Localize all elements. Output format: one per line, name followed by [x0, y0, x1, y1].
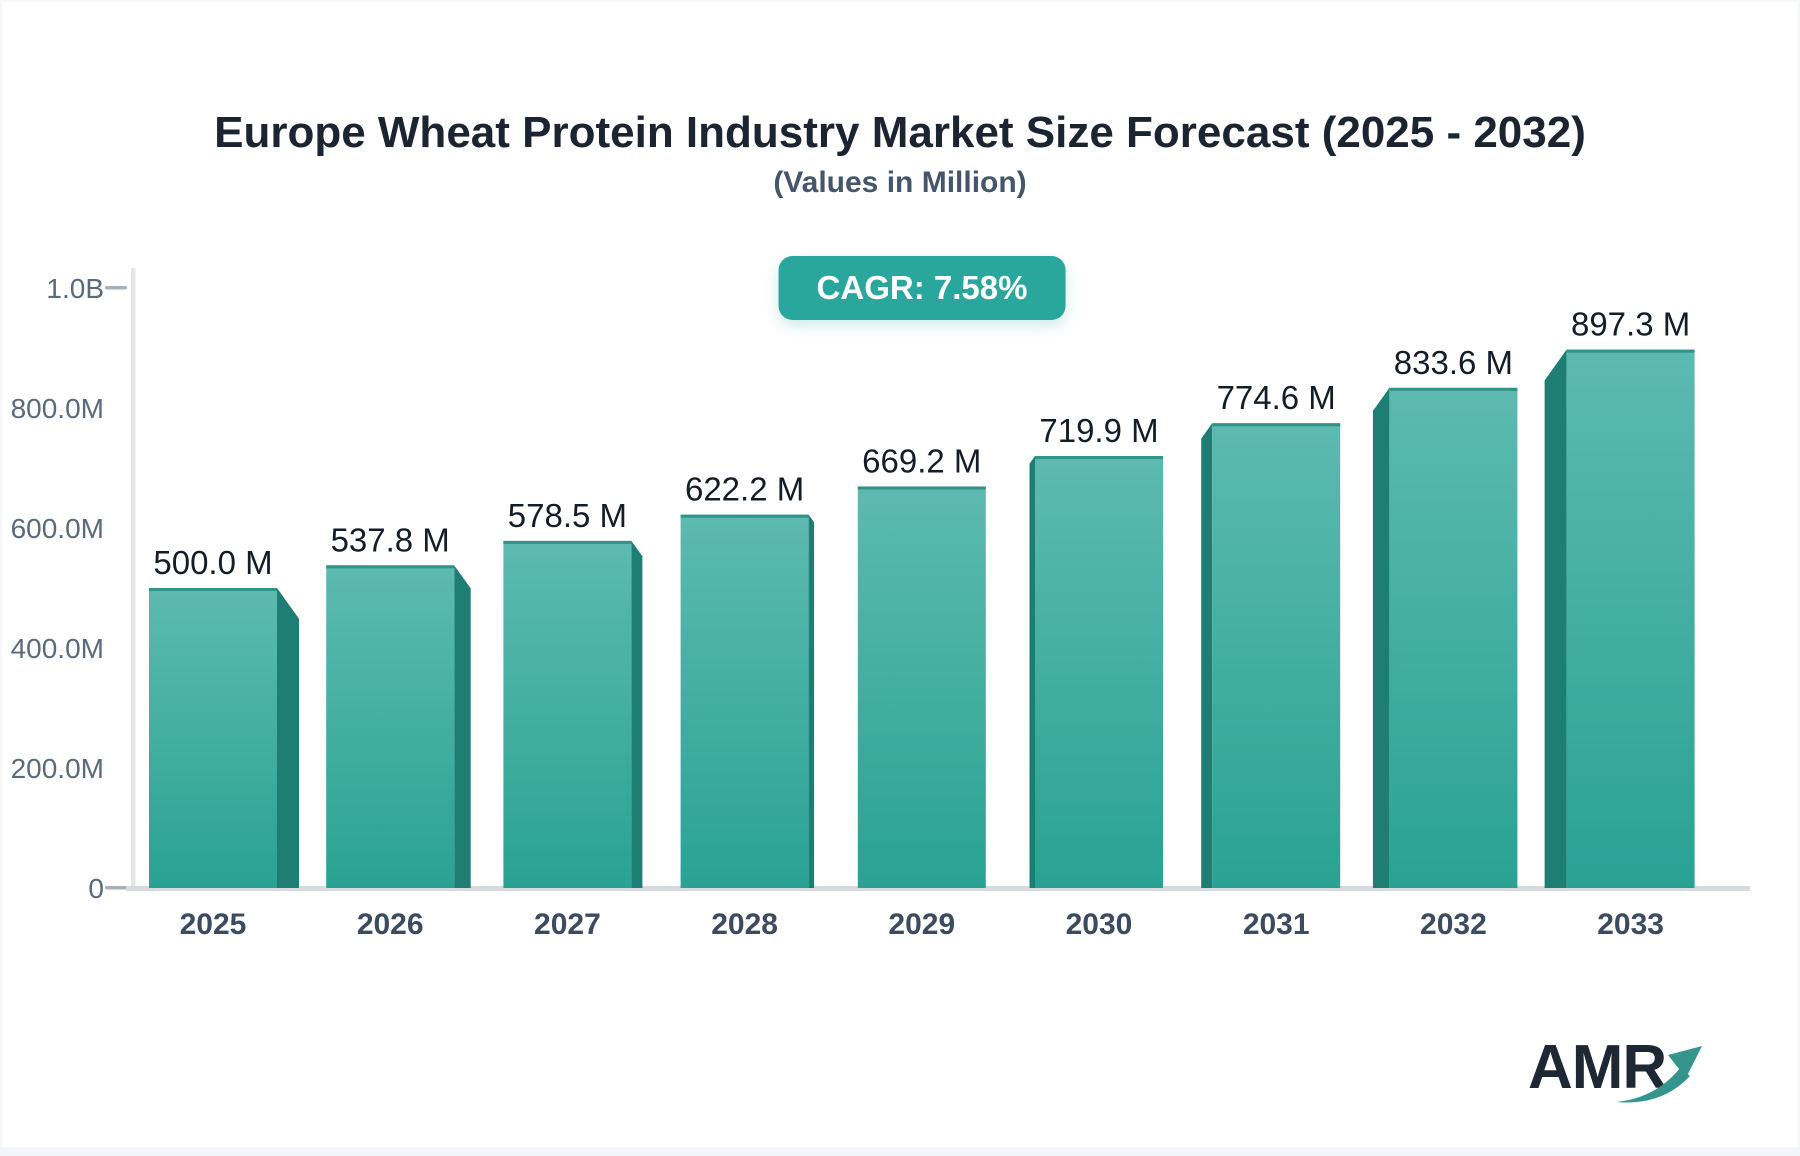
y-tick-mark [105, 886, 127, 890]
bar-group-2033: 897.3 M 2033 [1544, 306, 1695, 941]
bar-group-2028: 622.2 M 2028 [680, 471, 815, 941]
x-axis-category-label: 2032 [1420, 908, 1487, 941]
x-axis-category-label: 2029 [888, 908, 955, 941]
y-tick-label: 0 [88, 873, 104, 904]
bar-group-2025: 500.0 M 2025 [149, 544, 299, 941]
bar-top-edge [857, 486, 986, 490]
x-axis-category-label: 2030 [1066, 908, 1133, 941]
growth-arrow-icon [1616, 1046, 1702, 1103]
bar-side-face [1372, 387, 1390, 888]
bar-value-label: 537.8 M [331, 521, 450, 558]
bar-value-label: 774.6 M [1217, 379, 1336, 416]
bar-front-face [1212, 423, 1341, 888]
amr-logo-text: AMR [1528, 1033, 1667, 1102]
amr-logo: AMR [1528, 1032, 1758, 1132]
bar-value-label: 897.3 M [1571, 306, 1690, 343]
bar-side-face [277, 588, 299, 888]
bar-side-face [1029, 456, 1035, 888]
bar-side-face [1544, 349, 1567, 888]
bar-front-face [1035, 456, 1163, 888]
bottom-strip [0, 1147, 1800, 1156]
bar-value-label: 622.2 M [685, 471, 804, 508]
bar-group-2027: 578.5 M 2027 [503, 497, 643, 941]
bar-top-edge [1389, 387, 1518, 391]
bar-side-face [631, 540, 643, 888]
bar-top-edge [326, 565, 455, 569]
bar-group-2030: 719.9 M 2030 [1029, 412, 1163, 941]
bar-top-edge [503, 540, 632, 544]
bar-value-label: 500.0 M [153, 544, 272, 581]
bar-top-edge [1566, 349, 1695, 353]
bar-top-edge [1035, 456, 1163, 460]
y-tick-label: 600.0M [11, 513, 104, 544]
bar-value-label: 578.5 M [508, 497, 627, 534]
x-axis-category-label: 2033 [1597, 908, 1664, 941]
x-axis-category-label: 2025 [180, 908, 247, 941]
chart-title: Europe Wheat Protein Industry Market Siz… [214, 108, 1586, 157]
x-axis-category-label: 2031 [1243, 908, 1310, 941]
bar-side-face [454, 565, 471, 888]
bar-group-2026: 537.8 M 2026 [326, 521, 471, 941]
bar-side-face [808, 514, 815, 888]
bar-front-face [857, 486, 986, 888]
bar-top-edge [680, 514, 809, 518]
x-axis-category-label: 2028 [711, 908, 778, 941]
cagr-badge: CAGR: 7.58% [778, 256, 1066, 320]
bar-front-face [1566, 349, 1695, 888]
bar-front-face [503, 540, 632, 888]
bar-top-edge [1212, 423, 1341, 427]
x-axis-category-label: 2026 [357, 908, 424, 941]
bar-group-2031: 774.6 M 2031 [1201, 379, 1341, 941]
y-axis-line [131, 268, 136, 888]
x-axis-line [126, 886, 1750, 891]
bar-group-2029: 669.2 M 2029 [857, 442, 986, 941]
bar-side-face [1201, 423, 1213, 888]
chart-subtitle: (Values in Million) [773, 166, 1027, 199]
bar-front-face [680, 514, 809, 888]
bar-value-label: 719.9 M [1039, 412, 1158, 449]
bar-front-face [1389, 387, 1518, 888]
bar-top-edge [149, 588, 277, 591]
bar-front-face [326, 565, 455, 888]
bar-value-label: 833.6 M [1394, 344, 1513, 381]
cagr-badge-label: CAGR: 7.58% [816, 269, 1028, 306]
y-tick-label: 1.0B [46, 273, 104, 304]
y-tick-label: 400.0M [11, 633, 104, 664]
y-tick-mark [105, 286, 127, 290]
y-tick-label: 800.0M [11, 393, 104, 424]
bar-front-face [149, 588, 277, 888]
bar-value-label: 669.2 M [862, 442, 981, 479]
x-axis-category-label: 2027 [534, 908, 601, 941]
y-tick-label: 200.0M [11, 753, 104, 784]
bar-group-2032: 833.6 M 2032 [1372, 344, 1518, 941]
